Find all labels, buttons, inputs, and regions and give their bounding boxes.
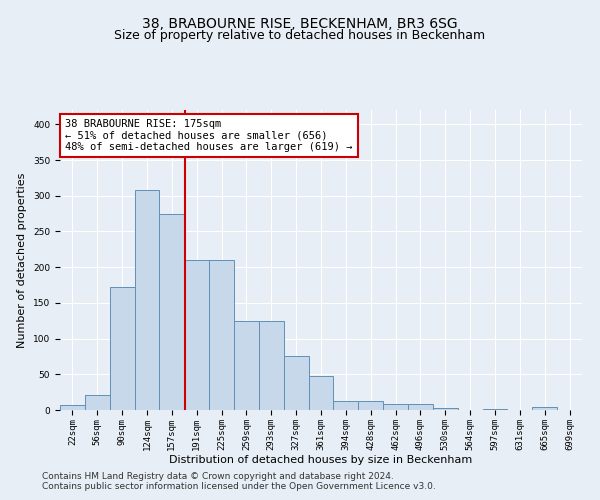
Bar [184, 260, 209, 410]
Bar [532, 407, 557, 410]
Bar [383, 404, 408, 410]
Bar [110, 287, 134, 410]
Text: 38, BRABOURNE RISE, BECKENHAM, BR3 6SG: 38, BRABOURNE RISE, BECKENHAM, BR3 6SG [142, 18, 458, 32]
Bar [334, 400, 358, 410]
Bar [60, 405, 85, 410]
Bar [160, 214, 184, 410]
Bar [433, 408, 458, 410]
Bar [209, 260, 234, 410]
Bar [284, 356, 308, 410]
Bar [308, 376, 334, 410]
Bar [234, 320, 259, 410]
Bar [408, 404, 433, 410]
Text: Size of property relative to detached houses in Beckenham: Size of property relative to detached ho… [115, 29, 485, 42]
Text: 38 BRABOURNE RISE: 175sqm
← 51% of detached houses are smaller (656)
48% of semi: 38 BRABOURNE RISE: 175sqm ← 51% of detac… [65, 119, 353, 152]
Text: Contains public sector information licensed under the Open Government Licence v3: Contains public sector information licen… [42, 482, 436, 491]
Bar [85, 395, 110, 410]
Bar [134, 190, 160, 410]
Bar [482, 408, 508, 410]
Bar [358, 400, 383, 410]
Y-axis label: Number of detached properties: Number of detached properties [17, 172, 28, 348]
Bar [259, 320, 284, 410]
Text: Contains HM Land Registry data © Crown copyright and database right 2024.: Contains HM Land Registry data © Crown c… [42, 472, 394, 481]
X-axis label: Distribution of detached houses by size in Beckenham: Distribution of detached houses by size … [169, 456, 473, 466]
